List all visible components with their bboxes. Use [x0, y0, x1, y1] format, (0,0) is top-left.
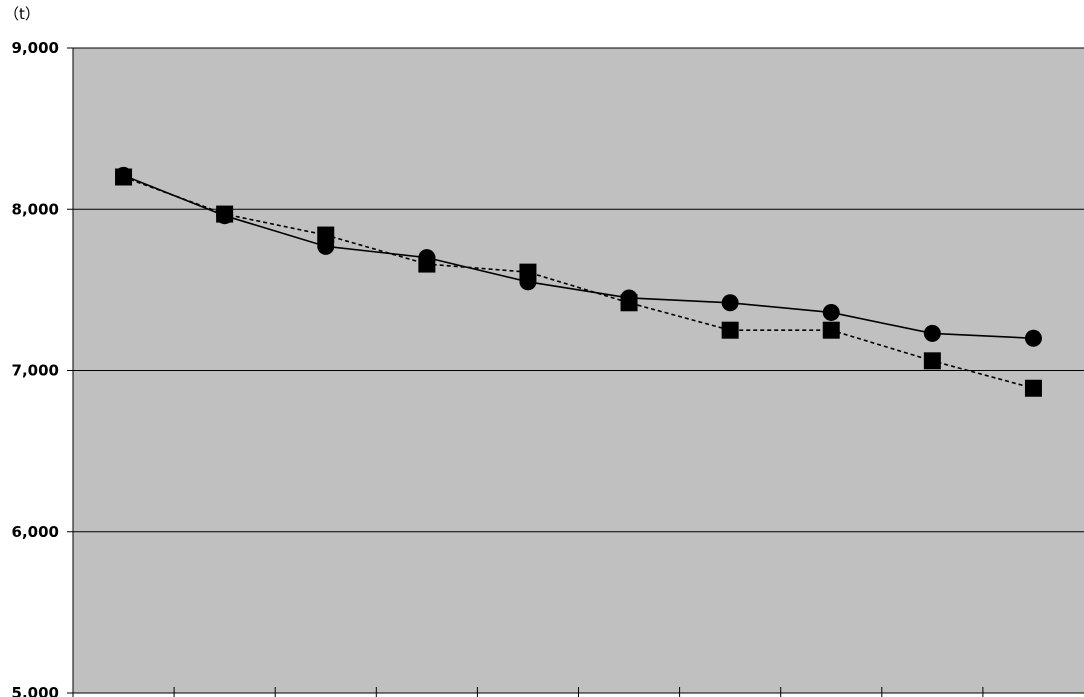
axes: 5,000 6,000 7,000 8,000 9,000	[12, 39, 1084, 697]
series-line	[123, 174, 1034, 340]
data-point-circle	[1024, 329, 1042, 347]
data-point-square	[822, 321, 840, 339]
data-point-square	[923, 352, 941, 370]
series-line	[123, 176, 1034, 390]
data-point-square	[1024, 379, 1042, 397]
data-point-circle	[721, 294, 739, 312]
y-tick-label: 9,000	[12, 39, 59, 57]
series	[115, 166, 1042, 397]
data-point-square	[317, 226, 335, 244]
data-point-square	[519, 263, 537, 281]
data-point-square	[721, 321, 739, 339]
data-point-square	[620, 294, 638, 312]
data-point-square	[216, 205, 234, 223]
data-point-circle	[923, 324, 941, 342]
y-tick-label: 6,000	[12, 523, 59, 541]
data-point-circle	[822, 303, 840, 321]
y-axis-unit: （t）	[4, 5, 40, 23]
gridlines	[73, 47, 1084, 533]
data-point-square	[418, 255, 436, 273]
y-tick-label: 8,000	[12, 200, 59, 218]
data-point-square	[115, 168, 133, 186]
series-2	[115, 168, 1042, 397]
y-tick-label: 5,000	[12, 684, 59, 697]
y-tick-label: 7,000	[12, 362, 59, 380]
